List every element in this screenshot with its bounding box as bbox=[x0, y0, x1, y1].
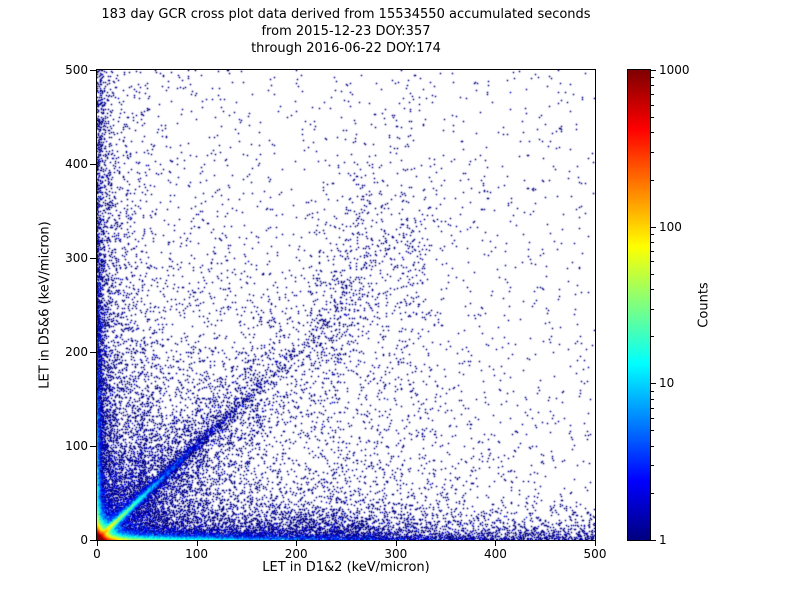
colorbar-minor-tick-mark bbox=[651, 273, 654, 275]
colorbar-minor-tick-mark bbox=[651, 77, 654, 79]
y-tick-label: 300 bbox=[65, 251, 88, 265]
x-tick-label: 0 bbox=[93, 547, 101, 561]
colorbar-minor-tick-mark bbox=[651, 492, 654, 494]
x-tick-label: 100 bbox=[185, 547, 209, 561]
colorbar-minor-tick-mark bbox=[651, 308, 654, 310]
colorbar-canvas bbox=[628, 70, 650, 540]
y-tick-label: 400 bbox=[65, 157, 88, 171]
colorbar-minor-tick-mark bbox=[651, 241, 654, 243]
colorbar-minor-tick-mark bbox=[651, 398, 654, 400]
x-tick-mark bbox=[196, 541, 198, 546]
colorbar-minor-tick-mark bbox=[651, 233, 654, 235]
y-tick-label: 500 bbox=[65, 63, 88, 77]
colorbar-minor-tick-mark bbox=[651, 132, 654, 134]
x-tick-label: 500 bbox=[583, 547, 607, 561]
chart-title: 183 day GCR cross plot data derived from… bbox=[96, 6, 596, 57]
y-tick-mark bbox=[90, 70, 96, 71]
y-tick-mark bbox=[90, 540, 96, 541]
y-tick-label: 200 bbox=[65, 345, 88, 359]
colorbar-tick-label: 100 bbox=[659, 219, 682, 234]
y-tick-label: 0 bbox=[80, 533, 88, 547]
colorbar-tick-mark bbox=[651, 383, 656, 385]
colorbar-tick-label: 10 bbox=[659, 376, 675, 391]
colorbar-minor-tick-mark bbox=[651, 430, 654, 432]
chart-title-line2: from 2015-12-23 DOY:357 bbox=[261, 24, 431, 39]
colorbar-tick-mark bbox=[651, 226, 656, 228]
colorbar-minor-tick-mark bbox=[651, 261, 654, 263]
y-axis-label: LET in D5&6 (keV/micron) bbox=[37, 221, 53, 389]
x-axis-label: LET in D1&2 (keV/micron) bbox=[262, 560, 430, 575]
colorbar-minor-tick-mark bbox=[651, 250, 654, 252]
colorbar-tick-label: 1 bbox=[659, 533, 667, 547]
colorbar-minor-tick-mark bbox=[651, 390, 654, 392]
chart-title-line3: through 2016-06-22 DOY:174 bbox=[251, 41, 441, 56]
x-tick-label: 300 bbox=[384, 547, 408, 561]
y-tick-mark bbox=[90, 352, 96, 353]
y-tick-mark bbox=[90, 258, 96, 259]
colorbar-tick-mark bbox=[651, 540, 656, 541]
x-tick-mark bbox=[495, 541, 497, 546]
colorbar-minor-tick-mark bbox=[651, 85, 654, 87]
x-tick-mark bbox=[97, 541, 98, 546]
colorbar-label: Counts bbox=[696, 282, 712, 328]
colorbar-tick-label: 1000 bbox=[659, 63, 690, 77]
y-tick-label: 100 bbox=[65, 439, 88, 453]
colorbar-minor-tick-mark bbox=[651, 179, 654, 181]
colorbar-minor-tick-mark bbox=[651, 336, 654, 338]
y-tick-mark bbox=[90, 164, 96, 165]
x-tick-mark bbox=[395, 541, 397, 546]
colorbar-tick-mark bbox=[651, 70, 656, 71]
colorbar-minor-tick-mark bbox=[651, 445, 654, 447]
x-tick-label: 400 bbox=[483, 547, 507, 561]
x-tick-mark bbox=[296, 541, 298, 546]
colorbar-minor-tick-mark bbox=[651, 289, 654, 290]
x-tick-label: 200 bbox=[284, 547, 308, 561]
colorbar-minor-tick-mark bbox=[651, 418, 654, 420]
colorbar-minor-tick-mark bbox=[651, 151, 654, 153]
chart-title-line1: 183 day GCR cross plot data derived from… bbox=[101, 7, 591, 22]
colorbar-minor-tick-mark bbox=[651, 94, 654, 96]
colorbar-minor-tick-mark bbox=[651, 117, 654, 119]
colorbar-minor-tick-mark bbox=[651, 104, 654, 106]
colorbar-minor-tick-mark bbox=[651, 465, 654, 467]
colorbar-minor-tick-mark bbox=[651, 407, 654, 409]
y-tick-mark bbox=[90, 446, 96, 447]
scatter-plot-canvas bbox=[97, 70, 595, 540]
x-tick-mark bbox=[595, 541, 596, 546]
